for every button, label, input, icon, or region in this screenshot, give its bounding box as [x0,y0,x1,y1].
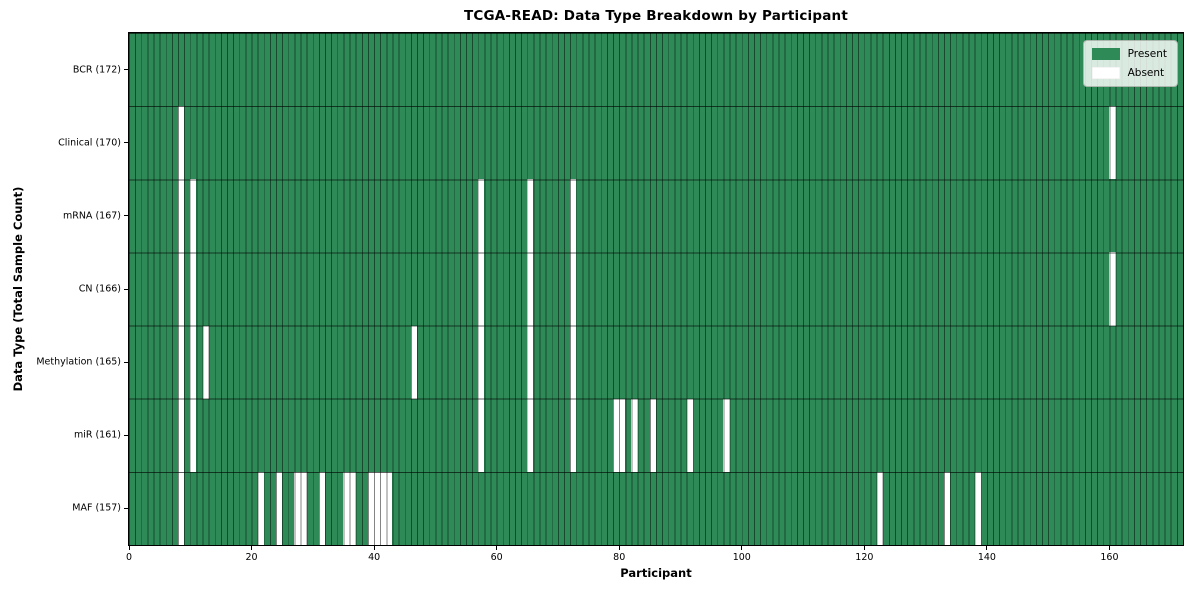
absent-cell-MAF-36 [349,471,356,545]
xtick-mark-40 [373,546,375,550]
legend-absent-label: Absent [1127,66,1165,79]
xtick-label-100: 100 [732,552,751,563]
absent-cell-MAF-28 [300,471,307,545]
absent-cell-mRNA-57 [478,179,485,253]
absent-cell-Methylation-8 [178,325,185,399]
xtick-mark-20 [251,546,253,550]
ytick-label-Methylation: Methylation (165) [36,356,121,368]
absent-cell-MAF-31 [318,471,326,545]
legend-present-label: Present [1127,47,1167,60]
absent-cell-miR-8 [178,398,185,472]
ytick-mark-BCR [124,69,128,71]
absent-cell-miR-80 [619,398,626,472]
absent-cell-CN-65 [527,252,534,326]
xtick-mark-120 [863,546,865,550]
absent-cell-CN-10 [190,252,197,326]
xtick-label-140: 140 [977,552,996,563]
absent-cell-miR-10 [190,398,197,472]
absent-cell-mRNA-65 [527,179,534,253]
absent-cell-MAF-8 [178,471,185,545]
xtick-label-120: 120 [855,552,874,563]
absent-cell-mRNA-8 [178,179,185,253]
gridlines [129,33,1183,545]
absent-cell-MAF-133 [944,471,951,545]
ytick-mark-mRNA [124,215,128,217]
ytick-mark-CN [124,288,128,290]
absent-cell-CN-8 [178,252,185,326]
absent-cell-MAF-42 [386,471,393,545]
ytick-label-CN: CN (166) [78,283,121,295]
xtick-label-80: 80 [613,552,626,563]
ytick-label-Clinical: Clinical (170) [58,137,121,149]
absent-cell-Clinical-8 [178,106,185,180]
legend-item-absent: Absent [1091,66,1167,79]
ytick-label-MAF: MAF (157) [72,502,121,514]
xtick-label-160: 160 [1100,552,1119,563]
x-axis-label: Participant [620,566,692,580]
legend: Present Absent [1082,40,1178,87]
absent-cell-CN-57 [478,252,485,326]
absent-cell-MAF-122 [876,471,883,545]
legend-absent-swatch [1091,67,1120,79]
legend-item-present: Present [1091,47,1167,60]
ytick-mark-MAF [124,507,128,509]
absent-cell-Methylation-65 [527,325,534,399]
ytick-label-miR: miR (161) [73,429,121,441]
absent-cell-miR-91 [686,398,693,472]
absent-cell-MAF-24 [276,471,283,545]
absent-cell-Methylation-72 [570,325,577,399]
ytick-label-BCR: BCR (172) [72,64,121,76]
absent-cell-miR-72 [570,398,577,472]
absent-cell-CN-160 [1109,252,1116,326]
absent-cell-Methylation-10 [190,325,197,399]
xtick-label-60: 60 [490,552,503,563]
absent-cell-CN-72 [570,252,577,326]
ytick-label-mRNA: mRNA (167) [62,210,121,222]
ytick-mark-miR [124,434,128,436]
absent-cell-mRNA-72 [570,179,577,253]
xtick-mark-140 [986,546,988,550]
absent-cell-miR-97 [723,398,730,472]
xtick-label-0: 0 [125,552,133,563]
xtick-label-40: 40 [368,552,381,563]
absent-cell-mRNA-10 [190,179,197,253]
absent-cell-miR-85 [649,398,656,472]
xtick-mark-80 [618,546,620,550]
legend-present-swatch [1091,48,1120,60]
xtick-mark-100 [741,546,743,550]
absent-cell-MAF-138 [974,471,981,545]
xtick-mark-160 [1108,546,1110,550]
absent-cell-Clinical-160 [1109,106,1116,180]
absent-cell-MAF-21 [257,471,264,545]
absent-cell-Methylation-12 [202,325,209,399]
plot-area: Present Absent [129,33,1183,545]
absent-cell-Methylation-57 [478,325,485,399]
chart-title: TCGA-READ: Data Type Breakdown by Partic… [463,8,849,24]
xtick-mark-60 [496,546,498,550]
xtick-mark-0 [128,546,130,550]
xtick-label-20: 20 [245,552,258,563]
absent-cell-miR-65 [527,398,534,472]
absent-cell-miR-57 [478,398,485,472]
absent-cell-Methylation-46 [410,325,417,399]
ytick-mark-Methylation [124,361,128,363]
ytick-mark-Clinical [124,142,128,144]
absent-cell-miR-82 [631,398,638,472]
